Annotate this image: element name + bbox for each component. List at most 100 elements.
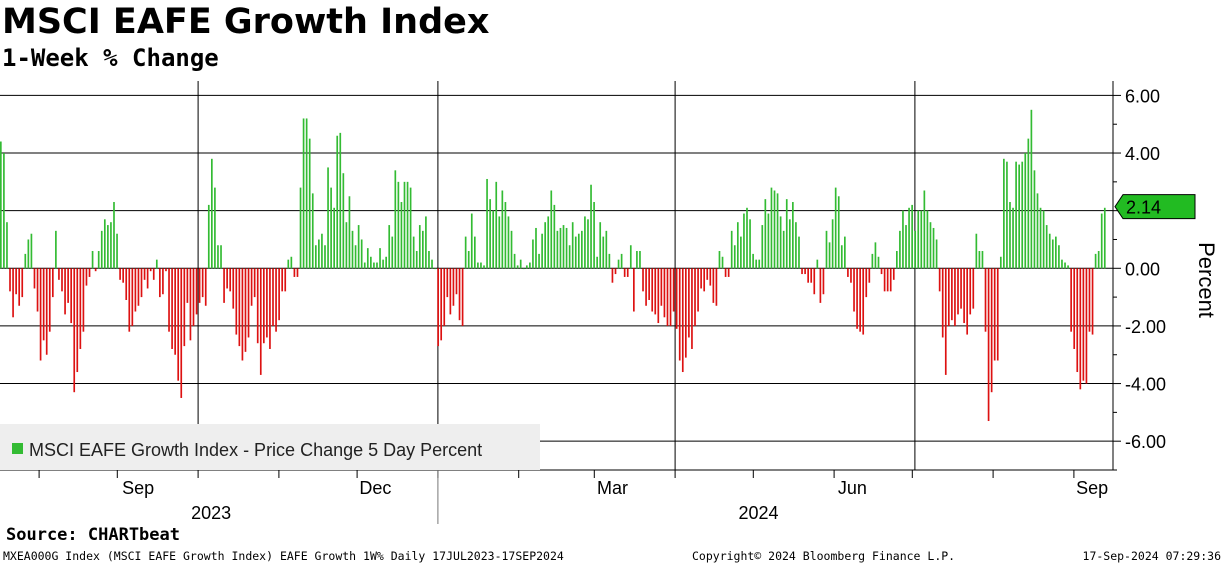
bar (110, 222, 112, 269)
bar (513, 253, 516, 269)
bar (299, 187, 302, 269)
bar (281, 268, 284, 292)
bar (706, 268, 709, 280)
bar (192, 268, 195, 326)
bar (862, 268, 865, 335)
bar (666, 268, 669, 326)
bar (1048, 233, 1051, 269)
bar (584, 216, 586, 269)
bar (688, 268, 690, 338)
bar (740, 236, 742, 269)
bar (480, 262, 482, 269)
bar (764, 199, 767, 269)
bar (348, 196, 351, 269)
bar (495, 181, 498, 269)
bar (58, 268, 60, 280)
bar (302, 118, 305, 269)
bar (987, 268, 990, 422)
bar (920, 210, 923, 269)
bar (1082, 268, 1085, 381)
bar (617, 259, 620, 269)
bar (336, 135, 339, 269)
bar (131, 268, 134, 326)
bar (42, 268, 45, 341)
bar (944, 268, 947, 375)
bar (305, 118, 308, 269)
bar (1042, 210, 1045, 269)
bar (810, 268, 813, 283)
bar (712, 268, 715, 303)
bar (975, 233, 978, 269)
bar (535, 227, 537, 269)
bar (697, 268, 699, 312)
bar (363, 262, 366, 269)
bar (360, 239, 363, 269)
bar (700, 268, 702, 289)
bar (969, 268, 972, 315)
chart-title: MSCI EAFE Growth Index (2, 2, 490, 42)
bar (250, 268, 253, 306)
bar (357, 225, 360, 269)
bar (984, 268, 987, 332)
bar (412, 236, 415, 269)
bar (932, 227, 935, 269)
bar (470, 213, 473, 269)
bar (235, 268, 238, 335)
bar-series (0, 109, 1106, 422)
bar (189, 268, 192, 341)
bar (660, 268, 663, 306)
bar (788, 219, 791, 269)
bar (327, 167, 329, 269)
bar (556, 230, 559, 269)
bar (100, 230, 103, 269)
bar (672, 268, 675, 312)
bar (816, 259, 819, 269)
bar (1018, 164, 1020, 269)
bar (541, 233, 543, 269)
bar (694, 268, 696, 326)
bar (743, 213, 745, 269)
bar (678, 268, 681, 361)
bar (620, 253, 623, 269)
bar (73, 268, 76, 393)
bar (532, 239, 534, 269)
bar (1073, 268, 1076, 349)
bar (565, 227, 568, 269)
bar (721, 256, 724, 269)
bar (296, 268, 299, 277)
bar (831, 219, 834, 269)
bar (813, 268, 816, 295)
bar (954, 268, 956, 326)
bar (321, 233, 323, 269)
bar (366, 248, 369, 269)
bar (1036, 193, 1039, 269)
bar (850, 268, 852, 283)
bar (981, 251, 984, 269)
bar (847, 268, 849, 277)
bar (464, 236, 467, 269)
bar (70, 268, 73, 324)
bar (611, 268, 614, 283)
bar (886, 268, 889, 292)
bar (761, 225, 764, 269)
bar (137, 268, 140, 306)
bar (581, 230, 583, 269)
bar (394, 170, 397, 269)
bar (498, 216, 501, 269)
bar (397, 181, 400, 269)
bar (406, 181, 409, 269)
bar (651, 268, 654, 312)
bar (122, 268, 124, 283)
bar (544, 222, 547, 269)
bar (140, 268, 143, 298)
bar (85, 268, 88, 286)
bar (755, 259, 758, 269)
bar (856, 268, 858, 329)
bar (333, 207, 335, 269)
y-tick-label: -2.00 (1125, 317, 1166, 337)
bar (211, 158, 213, 269)
bar (795, 222, 797, 269)
bar (238, 268, 241, 347)
bar (171, 268, 173, 349)
bar (1079, 268, 1082, 390)
